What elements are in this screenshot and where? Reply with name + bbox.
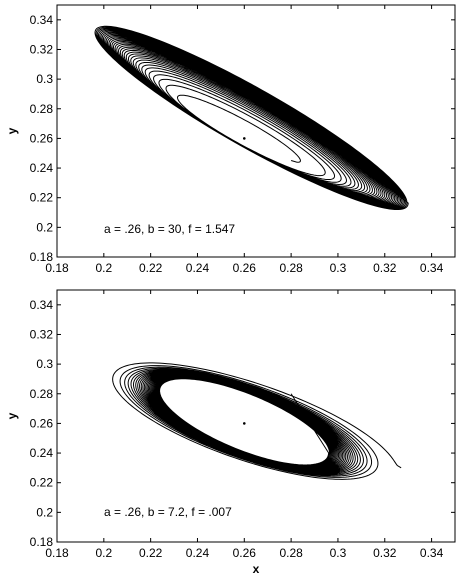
y-tick-label: 0.22 — [30, 191, 54, 205]
x-tick-label: 0.34 — [420, 261, 444, 275]
y-tick-label: 0.26 — [30, 131, 54, 145]
parameter-annotation: a = .26, b = 30, f = 1.547 — [104, 222, 235, 236]
x-tick-label: 0.2 — [95, 261, 112, 275]
fixed-point — [242, 422, 246, 425]
y-tick-label: 0.18 — [30, 250, 54, 264]
trajectory-line — [94, 25, 409, 211]
y-tick-label: 0.32 — [30, 327, 54, 341]
y-axis-label: y — [5, 127, 19, 134]
y-axis-label: y — [5, 412, 19, 419]
y-tick-label: 0.22 — [30, 476, 54, 490]
y-tick-label: 0.32 — [30, 42, 54, 56]
x-tick-label: 0.32 — [373, 546, 397, 560]
y-ticks: 0.18 0.2 0.22 0.24 0.26 0.28 0.3 0.32 0.34 — [30, 13, 455, 264]
x-tick-label: 0.22 — [139, 261, 163, 275]
x-tick-label: 0.24 — [186, 546, 210, 560]
plot-frame — [56, 289, 456, 543]
x-tick-label: 0.3 — [330, 261, 347, 275]
x-tick-label: 0.24 — [186, 261, 210, 275]
x-tick-label: 0.18 — [45, 546, 69, 560]
x-tick-label: 0.26 — [233, 261, 257, 275]
y-tick-label: 0.3 — [36, 72, 53, 86]
y-tick-label: 0.24 — [30, 446, 54, 460]
panel-bottom: 0.18 0.2 0.22 0.24 0.26 0.28 0.3 0.32 0.34 0.180… — [5, 289, 456, 576]
fixed-point — [242, 137, 246, 140]
y-tick-label: 0.26 — [30, 416, 54, 430]
y-tick-label: 0.34 — [30, 298, 54, 312]
x-axis-label: x — [253, 562, 260, 576]
x-tick-label: 0.34 — [420, 546, 444, 560]
y-tick-label: 0.28 — [30, 387, 54, 401]
panel-top: 0.18 0.2 0.22 0.24 0.26 0.28 0.3 0.32 0.34 0.180… — [5, 4, 456, 275]
x-tick-label: 0.22 — [139, 546, 163, 560]
y-tick-label: 0.3 — [36, 357, 53, 371]
y-tick-label: 0.28 — [30, 102, 54, 116]
y-tick-label: 0.18 — [30, 535, 54, 549]
x-ticks: 0.18 0.2 0.22 0.24 0.26 0.28 0.3 0.32 0.34 — [45, 290, 444, 560]
plot-frame — [56, 4, 456, 258]
x-tick-label: 0.2 — [95, 546, 112, 560]
x-tick-label: 0.32 — [373, 261, 397, 275]
x-tick-label: 0.18 — [45, 261, 69, 275]
y-tick-label: 0.2 — [36, 505, 53, 519]
y-tick-label: 0.2 — [36, 220, 53, 234]
x-tick-label: 0.26 — [233, 546, 257, 560]
x-tick-label: 0.28 — [279, 261, 303, 275]
x-ticks: 0.18 0.2 0.22 0.24 0.26 0.28 0.3 0.32 0.34 — [45, 5, 444, 275]
parameter-annotation: a = .26, b = 7.2, f = .007 — [104, 505, 232, 519]
y-tick-label: 0.34 — [30, 13, 54, 27]
y-ticks: 0.18 0.2 0.22 0.24 0.26 0.28 0.3 0.32 0.34 — [30, 298, 455, 549]
y-tick-label: 0.24 — [30, 161, 54, 175]
x-tick-label: 0.3 — [330, 546, 347, 560]
trajectory-line — [112, 362, 402, 480]
x-tick-label: 0.28 — [279, 546, 303, 560]
